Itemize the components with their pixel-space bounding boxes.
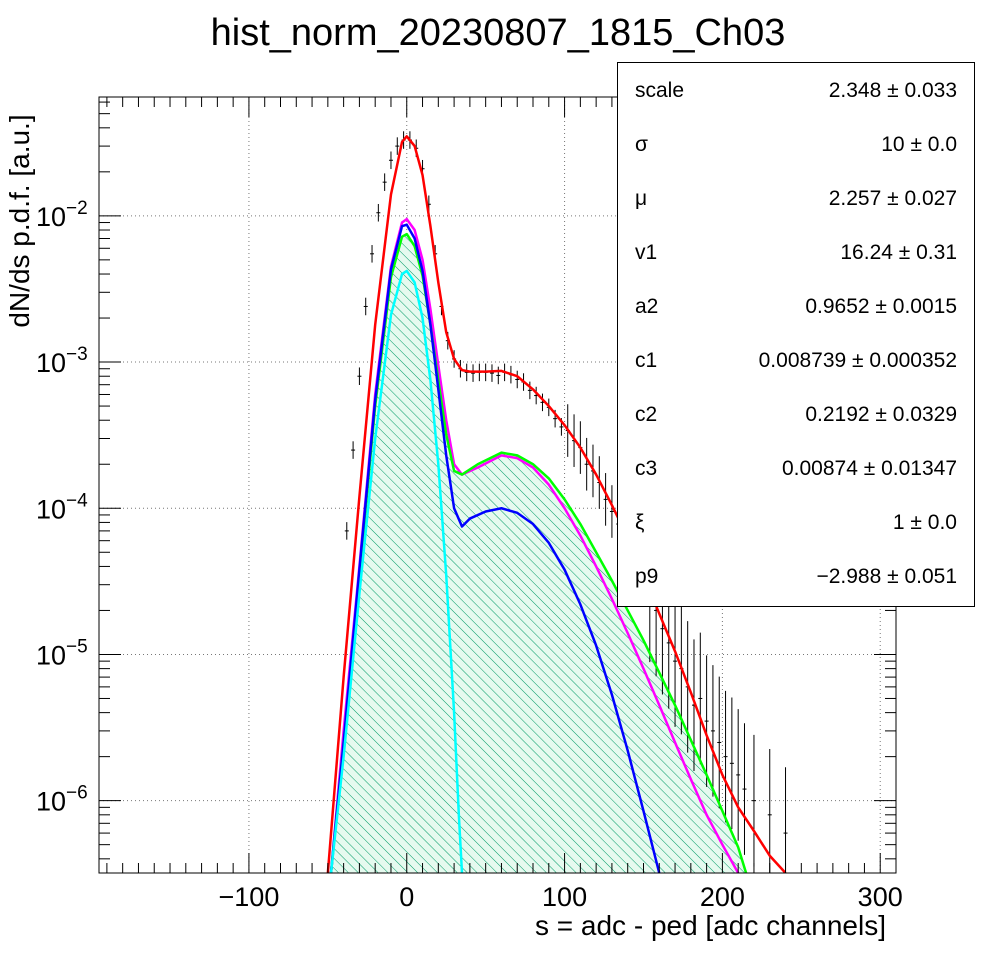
stat-name: c1: [635, 349, 658, 372]
stat-row: v1 16.24 ± 0.31: [618, 225, 974, 279]
y-tick-label: 10−2: [36, 198, 88, 232]
y-tick-label: 10−4: [36, 490, 88, 524]
stat-value: 16.24 ± 0.31: [840, 241, 957, 264]
stat-value: 0.008739 ± 0.000352: [758, 349, 957, 372]
x-tick-label: 100: [542, 882, 587, 912]
stat-value: −2.988 ± 0.051: [816, 565, 957, 588]
stat-name: μ: [635, 187, 648, 210]
hatched-fill-area: [330, 234, 747, 873]
fit-stats-box: scale 2.348 ± 0.033 σ 10 ± 0.0 μ 2.257 ±…: [617, 62, 975, 607]
stat-row: scale 2.348 ± 0.033: [618, 63, 974, 117]
plot-content: [326, 131, 788, 873]
stat-row: c3 0.00874 ± 0.01347: [618, 441, 974, 495]
stat-name: c3: [635, 457, 658, 480]
cyan-component-curve: [329, 269, 464, 873]
stat-name: σ: [635, 133, 648, 156]
stat-value: 1 ± 0.0: [892, 511, 957, 534]
stat-row: c2 0.2192 ± 0.0329: [618, 387, 974, 441]
stat-row: ξ 1 ± 0.0: [618, 495, 974, 549]
stat-row: σ 10 ± 0.0: [618, 117, 974, 171]
x-tick-label: 300: [858, 882, 903, 912]
x-axis-label: s = adc - ped [adc channels]: [535, 910, 886, 941]
stat-value: 0.9652 ± 0.0015: [805, 295, 957, 318]
stat-name: scale: [635, 79, 685, 102]
stat-row: a2 0.9652 ± 0.0015: [618, 279, 974, 333]
blue-component-curve: [329, 223, 661, 873]
x-tick-label: 200: [700, 882, 745, 912]
green-component-curve: [329, 232, 748, 873]
total-fit-curve: [326, 135, 787, 873]
y-tick-label: 10−6: [36, 783, 88, 817]
stat-value: 2.348 ± 0.033: [828, 79, 957, 102]
stat-value: 10 ± 0.0: [881, 133, 957, 156]
x-tick-label: 0: [399, 882, 414, 912]
stat-name: v1: [635, 241, 658, 264]
stat-name: p9: [635, 565, 659, 588]
stat-value: 2.257 ± 0.027: [828, 187, 957, 210]
stat-value: 0.00874 ± 0.01347: [781, 457, 957, 480]
magenta-component-curve: [329, 217, 740, 873]
stat-row: p9 −2.988 ± 0.051: [618, 549, 974, 603]
chart-title: hist_norm_20230807_1815_Ch03: [210, 12, 786, 54]
stat-name: c2: [635, 403, 658, 426]
stat-name: a2: [635, 295, 659, 318]
y-tick-label: 10−5: [36, 636, 88, 670]
stat-row: μ 2.257 ± 0.027: [618, 171, 974, 225]
x-tick-label: −100: [219, 882, 280, 912]
stat-value: 0.2192 ± 0.0329: [805, 403, 957, 426]
stat-row: c1 0.008739 ± 0.000352: [618, 333, 974, 387]
stat-name: ξ: [635, 511, 645, 534]
y-tick-label: 10−3: [36, 344, 88, 378]
